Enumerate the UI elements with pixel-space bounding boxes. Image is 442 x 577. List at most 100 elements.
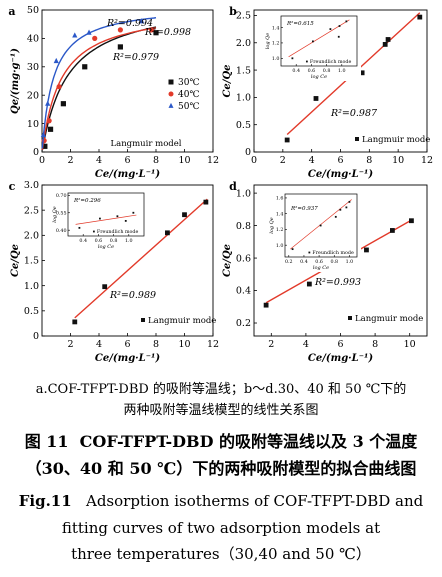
panel-d-inset-x-tick-label: 0.8 [330, 259, 338, 265]
panel-c-x-tick-label: 6 [124, 339, 130, 350]
panel-a-point-0 [82, 64, 88, 70]
panel-d-inset-y-tick-label: 1.2 [276, 227, 284, 233]
panel-c-inset-point [99, 217, 101, 220]
panel-a-fit-curve-1 [41, 27, 157, 151]
panel-d-legend-marker [348, 316, 352, 320]
panel-d-inset-point [345, 206, 348, 209]
panel-d-panel-label: d [229, 180, 237, 193]
panel-c-inset-fit-line [75, 214, 137, 225]
panel-d-y-tick-label: 0.6 [236, 253, 251, 264]
panel-d-x-tick-label: 4 [303, 339, 309, 350]
panel-d-inset-y-tick-label: 1.0 [276, 243, 284, 249]
panel-d-point [409, 218, 414, 224]
panel-a-y-tick-label: 20 [27, 90, 39, 101]
panel-b-inset-y-tick-label: 1.2 [272, 41, 280, 47]
panel-d-inset-y-tick-label: 1.4 [276, 211, 284, 217]
panel-c-inset-point [132, 211, 135, 214]
caption-cn-label: 图 11 [24, 432, 69, 451]
panel-b-inset-bg [263, 13, 361, 81]
panel-b-inset-y-label: log Qe [265, 33, 271, 49]
panel-b-y-tick-label: 1.5 [236, 65, 251, 76]
panel-a-point-2 [45, 100, 51, 106]
panel-a-x-tick-label: 10 [178, 155, 190, 166]
panel-c-y-tick-label: 1.0 [24, 281, 39, 292]
panel-a-x-tick-label: 12 [207, 155, 219, 166]
panel-d-inset-x-tick-label: 0.6 [315, 259, 323, 265]
panel-d-point [364, 247, 369, 253]
panel-b-inset-legend-label: Freundlich mode [310, 59, 352, 65]
panel-d-inset-legend-label: Freundlich mode [312, 250, 354, 256]
panel-b-y-tick-label: 2.0 [236, 38, 251, 49]
panel-a-point-0 [117, 44, 123, 50]
panel-c-legend-label: Langmuir mode [148, 316, 216, 326]
panel-a-y-tick-label: 50 [27, 5, 39, 16]
panel-c-inset-x-tick-label: 0.8 [110, 238, 118, 244]
panel-c-r2: R²=0.989 [109, 290, 156, 301]
panel-c-y-tick-label: 1.5 [24, 256, 39, 267]
caption-en-label: Fig.11 [18, 492, 72, 510]
panel-d-inset-x-tick-label: 1.0 [346, 259, 354, 265]
panel-a-point-2 [72, 32, 78, 38]
panel-d-inset-r2: R²=0.937 [290, 205, 318, 212]
panel-a-point-1 [46, 118, 52, 124]
panel-b-point [385, 37, 391, 42]
panel-b-inset-y-tick-label: 1.4 [272, 25, 280, 31]
panel-b-y-tick-label: 0 [245, 147, 251, 158]
panel-a-fit-curve-2 [41, 17, 157, 149]
panel-c-inset-legend-label: Freundlich mode [97, 229, 139, 235]
panel-d-x-axis-label: Ce/(mg·L⁻¹) [308, 353, 373, 364]
panel-c-inset-y-tick-label: 0.70 [56, 193, 67, 199]
figure-11: 0 2 4 6 8 10 1201020304050aCe/(mg·L⁻¹)Qe/(mg·g… [8, 5, 433, 364]
panel-a-point-2 [40, 131, 47, 137]
panel-a-r2-40: R²=0.998 [144, 27, 191, 38]
panel-b-r2: R²=0.987 [330, 108, 378, 119]
panel-c-inset-x-tick-label: 0.4 [79, 238, 87, 244]
panel-b-x-axis-label: Ce/(mg·L⁻¹) [308, 169, 373, 180]
panel-c-y-axis-label: Ce/Qe [10, 244, 21, 277]
panel-d-point [263, 302, 269, 308]
panel-a-y-tick-label: 30 [27, 62, 39, 73]
panel-c-x-tick-label: 12 [207, 339, 219, 350]
panel-b-inset-r2: R²=0.615 [286, 20, 314, 27]
caption-en-line-1: Fig.11 Adsorption isotherms of COF-TFPT-… [0, 490, 442, 512]
panel-d-inset-fit-line [290, 199, 352, 250]
panel-d-y-axis-label: Ce/Qe [222, 244, 233, 277]
caption-en-line-3: three temperatures（30,40 and 50 ℃） [71, 545, 371, 563]
panel-a-r2-50: R²=0.994 [106, 18, 153, 29]
panel-a-point-2 [86, 29, 92, 35]
panel-c-x-tick-label: 10 [178, 339, 190, 350]
panel-d-x-tick-label: 10 [404, 339, 416, 350]
panel-c-y-tick-label: 0 [33, 331, 39, 342]
panel-d-x-tick-label: 6 [337, 339, 343, 350]
panel-d-inset-x-label: log Ce [313, 265, 329, 271]
panel-a-point-1 [149, 27, 155, 33]
caption-cn-line-1: 图 11 COF-TFPT-DBD 的吸附等温线以及 3 个温度 [0, 430, 442, 454]
panel-b-legend-marker [355, 137, 359, 141]
panel-b-inset-point [337, 35, 340, 38]
panel-c-inset-x-label: log Ce [98, 244, 114, 250]
panel-b-inset-x-label: log Ce [311, 74, 327, 80]
panel-b-x-tick-label: 12 [421, 155, 433, 166]
panel-d-inset-legend-marker [308, 251, 311, 254]
panel-a-panel-label: a [8, 5, 15, 18]
panel-c-point [182, 212, 187, 218]
panel-a-point-1 [92, 35, 98, 42]
panel-d-y-tick-label: 0.2 [236, 318, 251, 329]
caption-cn-text-1: COF-TFPT-DBD 的吸附等温线以及 3 个温度 [79, 432, 418, 451]
panel-c-inset-x-tick-label: 0.6 [95, 238, 103, 244]
panel-a-y-tick-label: 0 [33, 147, 39, 158]
caption-en-line-2: fitting curves of two adsorption models … [61, 519, 381, 537]
panel-b-y-tick-label: 1.0 [236, 93, 251, 104]
panel-c-point [72, 319, 78, 325]
panel-c-x-axis-label: Ce/(mg·L⁻¹) [95, 353, 160, 364]
panel-a-legend-label-2: 50℃ [178, 102, 200, 112]
panel-c-inset-legend-marker [92, 230, 95, 233]
panel-c-point [102, 284, 108, 290]
panel-a-point-2 [139, 18, 145, 24]
panel-b-inset-legend-marker [305, 60, 308, 63]
panel-d-inset-point [319, 224, 322, 227]
panel-d-legend-label: Langmuir mode [355, 314, 423, 324]
panel-d-point [390, 228, 395, 233]
panel-d-x-tick-label: 8 [372, 339, 378, 350]
panel-d-y-tick-label: 0.8 [236, 221, 251, 232]
